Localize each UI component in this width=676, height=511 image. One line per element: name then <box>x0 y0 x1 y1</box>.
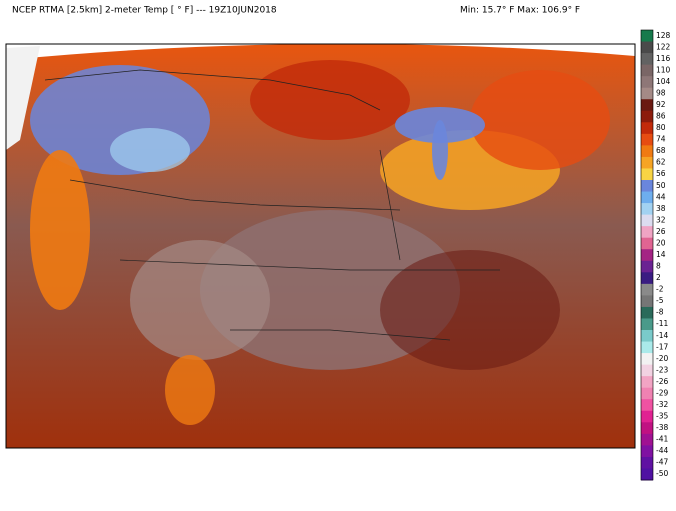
colorbar-label: 50 <box>656 181 666 190</box>
colorbar-label: 80 <box>656 123 666 132</box>
colorbar-frame <box>640 29 654 481</box>
colorbar-swatch <box>641 99 653 112</box>
colorbar-label: -44 <box>656 446 668 455</box>
colorbar-label: -47 <box>656 458 668 467</box>
colorbar-swatch <box>641 387 653 400</box>
map <box>6 44 635 448</box>
colorbar-label: 8 <box>656 262 661 271</box>
map-frame <box>5 43 636 449</box>
colorbar-swatch <box>641 272 653 285</box>
colorbar-swatch <box>641 87 653 100</box>
colorbar-swatch <box>641 364 653 377</box>
colorbar-label: 92 <box>656 100 666 109</box>
colorbar-swatch <box>641 133 653 146</box>
colorbar-label: -8 <box>656 308 664 317</box>
colorbar-label: 20 <box>656 238 666 247</box>
colorbar-label: 14 <box>656 250 666 259</box>
colorbar-swatch <box>641 168 653 181</box>
colorbar-label: 74 <box>656 135 666 144</box>
colorbar-label: 122 <box>656 42 671 51</box>
colorbar-label: 44 <box>656 192 666 201</box>
colorbar-swatch <box>641 180 653 193</box>
colorbar-swatch <box>641 433 653 446</box>
colorbar-swatch <box>641 260 653 273</box>
colorbar-label: 104 <box>656 77 671 86</box>
colorbar-label: 56 <box>656 169 666 178</box>
colorbar-swatch <box>641 41 653 54</box>
colorbar-swatch <box>641 156 653 169</box>
colorbar-label: -17 <box>656 342 668 351</box>
colorbar-swatch <box>641 353 653 366</box>
colorbar-swatch <box>641 237 653 250</box>
colorbar-swatch <box>641 76 653 89</box>
colorbar-swatch <box>641 203 653 216</box>
colorbar-label: 98 <box>656 88 666 97</box>
colorbar-label: 32 <box>656 215 666 224</box>
colorbar-swatch <box>641 306 653 319</box>
colorbar-label: 128 <box>656 31 671 40</box>
colorbar-swatch <box>641 295 653 308</box>
colorbar-label: -20 <box>656 354 668 363</box>
colorbar-label: -38 <box>656 423 668 432</box>
colorbar-label: 116 <box>656 54 671 63</box>
colorbar-label: 62 <box>656 158 666 167</box>
colorbar-swatch <box>641 64 653 77</box>
colorbar-swatch <box>641 456 653 469</box>
colorbar-swatch <box>641 318 653 331</box>
colorbar-label: 38 <box>656 204 666 213</box>
colorbar-swatch <box>641 341 653 354</box>
colorbar-swatch <box>641 53 653 66</box>
colorbar-label: -41 <box>656 435 668 444</box>
colorbar-label: 2 <box>656 273 661 282</box>
colorbar-swatch <box>641 399 653 412</box>
colorbar-label: -2 <box>656 285 664 294</box>
colorbar-swatch <box>641 122 653 135</box>
min-max: Min: 15.7° F Max: 106.9° F <box>460 6 580 16</box>
colorbar-swatch <box>641 110 653 123</box>
colorbar-swatch <box>641 226 653 239</box>
colorbar-label: -35 <box>656 412 668 421</box>
colorbar-swatch <box>641 214 653 227</box>
colorbar-swatch <box>641 30 653 43</box>
colorbar-swatch <box>641 191 653 204</box>
colorbar-swatch <box>641 468 653 481</box>
colorbar-label: -32 <box>656 400 668 409</box>
colorbar-swatch <box>641 145 653 158</box>
colorbar-label: -14 <box>656 331 668 340</box>
colorbar-swatch <box>641 330 653 343</box>
colorbar-label: -50 <box>656 469 668 478</box>
colorbar-label: -11 <box>656 319 668 328</box>
colorbar-swatch <box>641 376 653 389</box>
colorbar-label: 110 <box>656 65 671 74</box>
title: NCEP RTMA [2.5km] 2-meter Temp [ ° F] --… <box>12 6 277 16</box>
colorbar-label: 26 <box>656 227 666 236</box>
colorbar-label: 68 <box>656 146 666 155</box>
colorbar-label: -29 <box>656 388 668 397</box>
colorbar-label: -5 <box>656 296 664 305</box>
colorbar-swatch <box>641 283 653 296</box>
colorbar: 128 122 116 110 104 98 92 86 80 74 68 62 56 50 44 38 32 2… <box>640 29 671 481</box>
colorbar-swatch <box>641 249 653 262</box>
colorbar-swatch <box>641 422 653 435</box>
colorbar-swatch <box>641 410 653 423</box>
colorbar-swatch <box>641 445 653 458</box>
colorbar-label: -26 <box>656 377 668 386</box>
colorbar-label: -23 <box>656 365 668 374</box>
colorbar-label: 86 <box>656 112 666 121</box>
